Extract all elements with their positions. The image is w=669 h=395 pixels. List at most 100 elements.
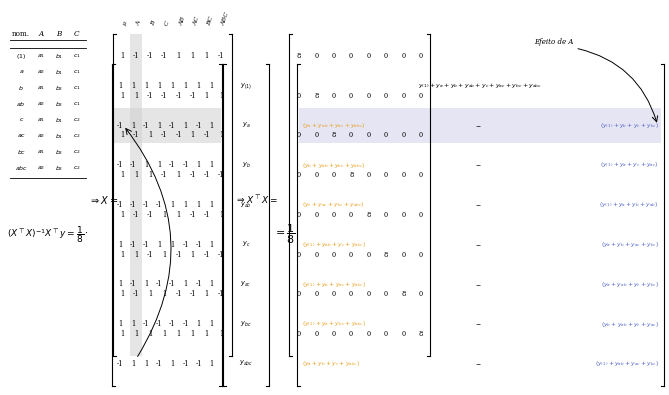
Text: -1: -1 [117,122,123,130]
Text: $-$: $-$ [475,322,482,327]
Text: -1: -1 [175,290,182,298]
Text: $-$: $-$ [475,282,482,287]
Text: $a_2$: $a_2$ [37,68,45,76]
Text: -1: -1 [147,52,153,60]
Text: 1: 1 [197,82,201,90]
Text: 0: 0 [297,132,301,139]
Text: 1: 1 [177,330,181,338]
Text: $ac$: $ac$ [17,132,26,139]
Text: 0: 0 [401,171,405,179]
Text: $c_2$: $c_2$ [73,148,81,156]
Text: 1: 1 [171,360,175,368]
Text: $-$: $-$ [475,123,482,128]
Text: 0: 0 [384,92,388,100]
Text: 1: 1 [183,201,187,209]
Text: 0: 0 [314,330,318,338]
Text: $(y_a + y_{ab} + y_{ac} + y_{abc})$: $(y_a + y_{ab} + y_{ac} + y_{abc})$ [302,121,365,130]
Text: 0: 0 [401,132,405,139]
Text: 1: 1 [219,211,223,219]
Text: 1: 1 [134,171,138,179]
Text: 1: 1 [209,241,214,249]
Text: 0: 0 [419,290,423,298]
Text: $a_2$: $a_2$ [37,164,45,172]
Text: $(y_{(1)} + y_a + y_c + y_{ac})$: $(y_{(1)} + y_a + y_c + y_{ac})$ [600,161,659,169]
Text: -1: -1 [217,250,224,259]
Text: 0: 0 [349,330,353,338]
FancyBboxPatch shape [114,108,221,143]
Text: -1: -1 [143,320,149,328]
Text: 8: 8 [314,92,318,100]
Text: 0: 0 [332,250,336,259]
Text: 0: 0 [314,211,318,219]
Text: 1: 1 [131,122,135,130]
Text: $c_2$: $c_2$ [73,132,81,140]
Text: -1: -1 [161,171,168,179]
Text: -1: -1 [130,161,136,169]
Text: 0: 0 [419,132,423,139]
Text: 8: 8 [297,52,301,60]
Text: 1: 1 [118,280,122,288]
Text: $c_1$: $c_1$ [73,100,81,108]
Text: -1: -1 [133,290,139,298]
FancyBboxPatch shape [299,108,661,143]
Text: $b_1$: $b_1$ [55,52,63,61]
Text: 0: 0 [419,92,423,100]
Text: 0: 0 [384,330,388,338]
Text: 1: 1 [205,52,209,60]
Text: 0: 0 [367,171,371,179]
Text: -1: -1 [203,250,210,259]
Text: -1: -1 [156,280,163,288]
Text: 1: 1 [120,132,124,139]
Text: 0: 0 [297,92,301,100]
Text: 0: 0 [367,52,371,60]
Text: μ: μ [122,21,128,26]
Text: 1: 1 [131,320,135,328]
Text: -1: -1 [195,122,202,130]
Text: -1: -1 [189,92,196,100]
Text: 1: 1 [219,330,223,338]
Text: 1: 1 [120,290,124,298]
Text: 0: 0 [401,211,405,219]
Text: $-$: $-$ [475,242,482,247]
Text: 1: 1 [197,201,201,209]
Text: 8: 8 [401,290,405,298]
Text: $c$: $c$ [19,116,24,123]
Text: $y_{ac}$: $y_{ac}$ [240,280,252,289]
Text: 1: 1 [183,122,187,130]
Text: $abc$: $abc$ [15,164,28,172]
Text: $(y_{(1)} + y_{ab} + y_{ac} + y_{bc})$: $(y_{(1)} + y_{ab} + y_{ac} + y_{bc})$ [595,359,659,368]
Text: $y_{(1)}$: $y_{(1)}$ [240,81,252,91]
Text: 1: 1 [148,330,153,338]
Text: 1: 1 [209,122,214,130]
Text: $y_{ab}$: $y_{ab}$ [240,200,252,209]
Text: 0: 0 [419,211,423,219]
Text: $a_1$: $a_1$ [37,84,45,92]
Text: $\Rightarrow X=$: $\Rightarrow X=$ [89,194,118,206]
Text: -1: -1 [130,241,136,249]
Text: $b$: $b$ [18,84,24,92]
Text: 1: 1 [209,320,214,328]
Text: -1: -1 [182,161,189,169]
Text: -1: -1 [133,52,139,60]
Text: 0: 0 [297,250,301,259]
Text: 1: 1 [157,161,161,169]
Text: 0: 0 [332,330,336,338]
Text: 1: 1 [118,82,122,90]
Text: 0: 0 [314,132,318,139]
Text: 0: 0 [384,132,388,139]
Text: 1: 1 [209,82,214,90]
Text: 0: 0 [401,330,405,338]
Text: 1: 1 [120,52,124,60]
Text: $(y_b + y_{ab} + y_{bc} + y_{abc})$: $(y_b + y_{ab} + y_{bc} + y_{abc})$ [302,161,366,170]
Text: -1: -1 [147,211,153,219]
Text: -1: -1 [161,92,168,100]
Text: -1: -1 [161,132,168,139]
Text: -1: -1 [169,161,176,169]
Text: 1: 1 [209,201,214,209]
Text: -1: -1 [147,250,153,259]
Text: $y_{bc}$: $y_{bc}$ [240,320,252,329]
Text: -1: -1 [169,280,176,288]
Text: $\Rightarrow X^\top X=$: $\Rightarrow X^\top X=$ [235,194,278,206]
Text: A: A [38,30,43,38]
Text: $ab$: $ab$ [17,100,26,108]
